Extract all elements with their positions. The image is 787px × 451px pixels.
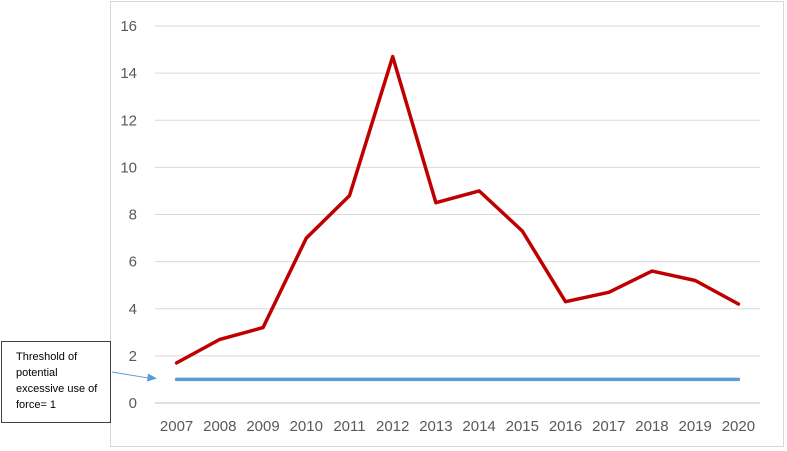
series-point: [607, 290, 611, 294]
threshold-point: [391, 377, 395, 381]
series-point: [477, 189, 481, 193]
x-tick-label: 2017: [592, 418, 625, 435]
x-tick-label: 2011: [333, 418, 365, 435]
y-tick-label: 0: [129, 395, 137, 412]
threshold-point: [650, 377, 654, 381]
y-tick-label: 14: [120, 65, 137, 82]
y-tick-label: 8: [129, 207, 137, 224]
series-point: [218, 337, 222, 341]
threshold-point: [607, 377, 611, 381]
threshold-point: [736, 377, 740, 381]
series-point: [175, 361, 179, 365]
threshold-point: [347, 377, 351, 381]
x-tick-label: 2010: [290, 418, 323, 435]
threshold-point: [564, 377, 568, 381]
threshold-point: [693, 377, 697, 381]
annotation-text: Threshold of potential excessive use of …: [16, 351, 98, 411]
series-line: [174, 54, 741, 365]
chart-area: [110, 1, 784, 447]
threshold-point: [520, 377, 524, 381]
y-tick-label: 16: [120, 18, 137, 35]
threshold-point: [218, 377, 222, 381]
y-tick-label: 4: [129, 301, 137, 318]
y-tick-label: 12: [120, 112, 137, 129]
threshold-point: [304, 377, 308, 381]
x-tick-label: 2016: [549, 418, 582, 435]
x-tick-label: 2013: [419, 418, 452, 435]
series-point: [391, 55, 395, 59]
series-point: [261, 326, 265, 330]
x-tick-label: 2008: [203, 418, 236, 435]
y-tick-label: 6: [129, 254, 137, 271]
y-tick-label: 2: [129, 348, 137, 365]
x-tick-label: 2007: [160, 418, 193, 435]
threshold-point: [434, 377, 438, 381]
annotation-arrow-line: [111, 371, 152, 379]
series-point: [434, 201, 438, 205]
threshold-point: [477, 377, 481, 381]
threshold-annotation: Threshold of potential excessive use of …: [1, 341, 111, 423]
series-point: [520, 229, 524, 233]
series-point: [736, 302, 740, 306]
threshold-point: [261, 377, 265, 381]
series-point: [650, 269, 654, 273]
series-point: [693, 278, 697, 282]
series-point: [304, 236, 308, 240]
annotation-arrow-head: [147, 373, 157, 382]
x-tick-label: 2012: [376, 418, 409, 435]
x-tick-label: 2015: [506, 418, 539, 435]
series-point: [564, 300, 568, 304]
x-tick-label: 2018: [635, 418, 668, 435]
threshold-point: [175, 377, 179, 381]
x-tick-label: 2020: [722, 418, 755, 435]
x-tick-label: 2019: [678, 418, 711, 435]
series-point: [347, 194, 351, 198]
x-tick-label: 2014: [462, 418, 495, 435]
x-tick-label: 2009: [246, 418, 279, 435]
y-tick-label: 10: [120, 159, 137, 176]
